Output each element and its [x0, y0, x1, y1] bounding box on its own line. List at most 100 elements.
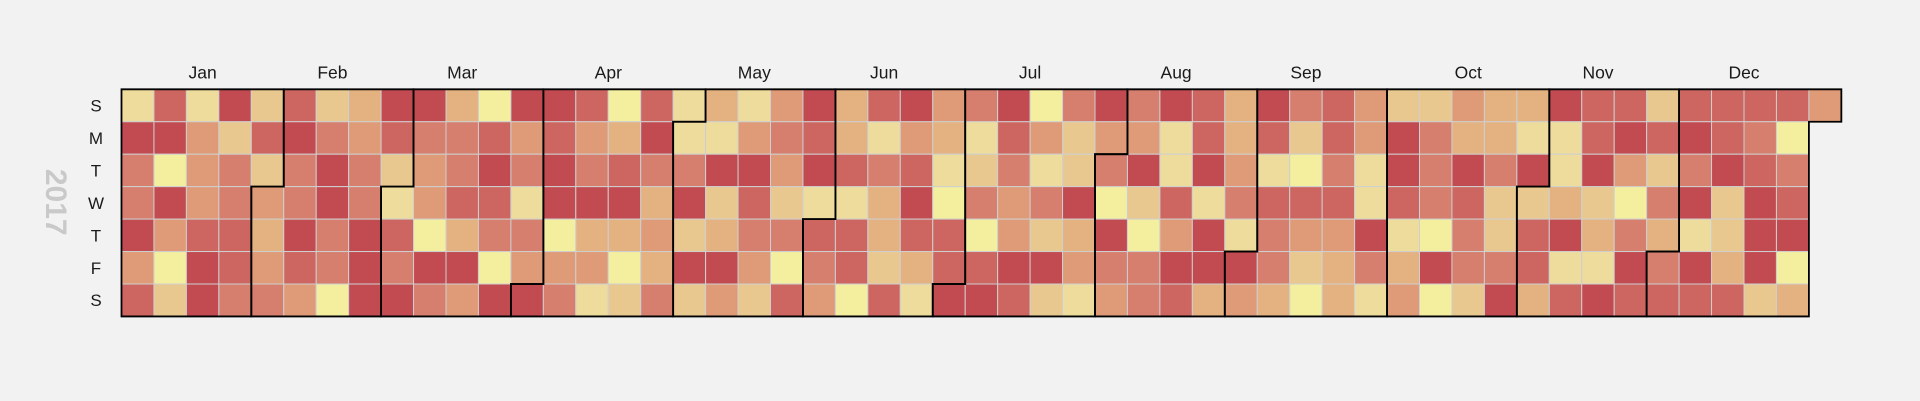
day-cell[interactable] [1548, 218, 1583, 253]
day-cell[interactable] [1256, 251, 1291, 285]
day-cell[interactable] [121, 218, 155, 253]
day-cell[interactable] [1062, 186, 1096, 220]
day-cell[interactable] [413, 251, 447, 285]
day-cell[interactable] [1613, 218, 1648, 253]
day-cell[interactable] [1354, 88, 1388, 123]
day-cell[interactable] [640, 121, 674, 155]
day-cell[interactable] [672, 153, 707, 188]
day-cell[interactable] [283, 283, 317, 317]
day-cell[interactable] [1548, 251, 1583, 285]
day-cell[interactable] [1516, 218, 1550, 253]
day-cell[interactable] [250, 121, 285, 155]
day-cell[interactable] [1126, 121, 1161, 155]
day-cell[interactable] [1451, 153, 1485, 188]
day-cell[interactable] [1451, 121, 1485, 155]
day-cell[interactable] [1321, 186, 1356, 220]
day-cell[interactable] [542, 218, 577, 253]
day-cell[interactable] [1743, 153, 1777, 188]
day-cell[interactable] [250, 88, 285, 123]
day-cell[interactable] [218, 186, 252, 220]
day-cell[interactable] [672, 218, 707, 253]
day-cell[interactable] [1386, 121, 1421, 155]
day-cell[interactable] [867, 121, 901, 155]
day-cell[interactable] [899, 186, 934, 220]
day-cell[interactable] [1581, 153, 1615, 188]
day-cell[interactable] [1126, 283, 1161, 317]
day-cell[interactable] [834, 153, 869, 188]
day-cell[interactable] [802, 218, 836, 253]
day-cell[interactable] [1613, 153, 1648, 188]
day-cell[interactable] [218, 251, 252, 285]
day-cell[interactable] [607, 88, 642, 123]
day-cell[interactable] [1743, 283, 1777, 317]
day-cell[interactable] [250, 283, 285, 317]
day-cell[interactable] [802, 283, 836, 317]
day-cell[interactable] [1711, 251, 1745, 285]
day-cell[interactable] [1126, 186, 1161, 220]
day-cell[interactable] [477, 283, 512, 317]
day-cell[interactable] [1419, 251, 1453, 285]
day-cell[interactable] [932, 88, 966, 123]
day-cell[interactable] [510, 186, 544, 220]
day-cell[interactable] [315, 283, 350, 317]
day-cell[interactable] [932, 121, 966, 155]
day-cell[interactable] [1775, 218, 1810, 253]
day-cell[interactable] [380, 186, 415, 220]
day-cell[interactable] [737, 121, 771, 155]
day-cell[interactable] [1386, 218, 1421, 253]
day-cell[interactable] [932, 218, 966, 253]
day-cell[interactable] [1516, 251, 1550, 285]
day-cell[interactable] [802, 121, 836, 155]
day-cell[interactable] [153, 218, 187, 253]
day-cell[interactable] [1224, 121, 1258, 155]
day-cell[interactable] [1775, 251, 1810, 285]
day-cell[interactable] [672, 186, 707, 220]
day-cell[interactable] [802, 251, 836, 285]
day-cell[interactable] [1419, 218, 1453, 253]
day-cell[interactable] [283, 88, 317, 123]
day-cell[interactable] [185, 121, 220, 155]
day-cell[interactable] [380, 153, 415, 188]
day-cell[interactable] [1224, 186, 1258, 220]
day-cell[interactable] [737, 88, 771, 123]
day-cell[interactable] [964, 153, 999, 188]
day-cell[interactable] [1451, 218, 1485, 253]
day-cell[interactable] [1094, 251, 1128, 285]
day-cell[interactable] [121, 283, 155, 317]
day-cell[interactable] [1516, 186, 1550, 220]
day-cell[interactable] [348, 186, 382, 220]
day-cell[interactable] [445, 88, 479, 123]
day-cell[interactable] [834, 218, 869, 253]
day-cell[interactable] [834, 283, 869, 317]
day-cell[interactable] [1419, 121, 1453, 155]
day-cell[interactable] [218, 283, 252, 317]
day-cell[interactable] [185, 218, 220, 253]
day-cell[interactable] [1354, 251, 1388, 285]
day-cell[interactable] [1581, 283, 1615, 317]
day-cell[interactable] [997, 283, 1031, 317]
day-cell[interactable] [1516, 88, 1550, 123]
day-cell[interactable] [1743, 88, 1777, 123]
day-cell[interactable] [1191, 88, 1226, 123]
day-cell[interactable] [542, 121, 577, 155]
day-cell[interactable] [1419, 186, 1453, 220]
day-cell[interactable] [1581, 88, 1615, 123]
day-cell[interactable] [1483, 153, 1518, 188]
day-cell[interactable] [1548, 121, 1583, 155]
day-cell[interactable] [315, 186, 350, 220]
day-cell[interactable] [348, 88, 382, 123]
day-cell[interactable] [1289, 283, 1323, 317]
day-cell[interactable] [640, 88, 674, 123]
day-cell[interactable] [1224, 88, 1258, 123]
day-cell[interactable] [315, 251, 350, 285]
day-cell[interactable] [1646, 251, 1680, 285]
day-cell[interactable] [607, 153, 642, 188]
day-cell[interactable] [283, 121, 317, 155]
day-cell[interactable] [770, 251, 804, 285]
day-cell[interactable] [542, 251, 577, 285]
day-cell[interactable] [770, 218, 804, 253]
day-cell[interactable] [575, 283, 609, 317]
day-cell[interactable] [510, 153, 544, 188]
day-cell[interactable] [899, 121, 934, 155]
day-cell[interactable] [121, 186, 155, 220]
